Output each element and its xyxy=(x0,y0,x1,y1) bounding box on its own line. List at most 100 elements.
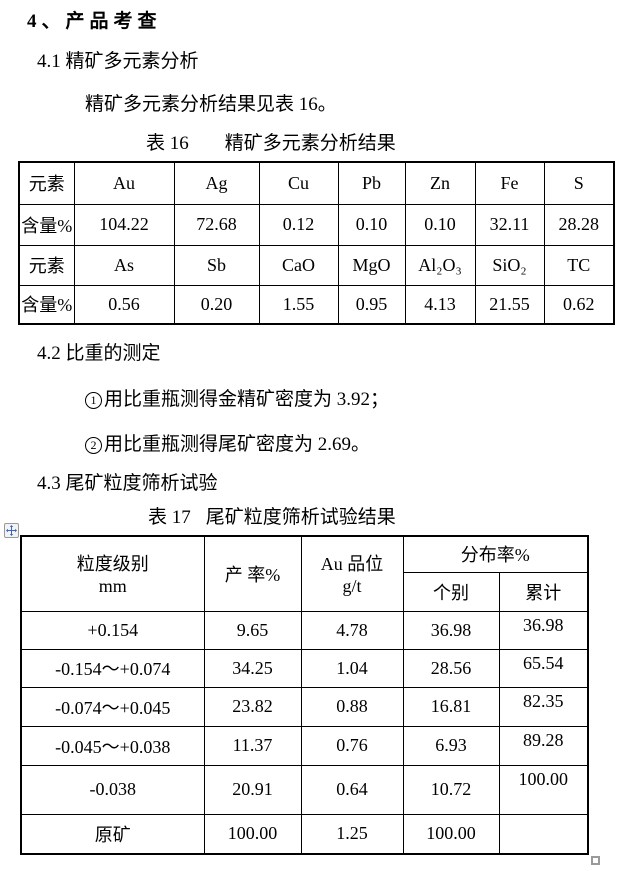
table-cell: MgO xyxy=(337,244,406,286)
table-row: +0.154 9.65 4.78 36.98 36.98 xyxy=(20,610,589,650)
table-cell: Pb xyxy=(337,161,406,205)
table-cell: 0.76 xyxy=(300,725,404,766)
table-cell: 1.55 xyxy=(258,284,339,325)
header-size-class: 粒度级别 mm xyxy=(20,535,205,612)
table-cell: 6.93 xyxy=(402,725,500,766)
table-cell: 36.98 xyxy=(402,610,500,650)
table-cell: -0.045～+0.038 xyxy=(20,725,205,766)
circled-number-2-icon: 2 xyxy=(85,437,102,454)
table-cell: 21.55 xyxy=(474,284,545,325)
table-cell: Ag xyxy=(173,161,260,205)
table-cell: 0.88 xyxy=(300,686,404,727)
table-cell: TC xyxy=(543,244,615,286)
table-cell: 16.81 xyxy=(402,686,500,727)
table-cell: 0.64 xyxy=(300,764,404,815)
move-cross-arrows-icon xyxy=(6,525,17,536)
table-cell: 36.98 xyxy=(498,610,589,650)
table-cell: 10.72 xyxy=(402,764,500,815)
table-row: -0.038 20.91 0.64 10.72 100.00 xyxy=(20,764,589,815)
table-cell: 28.56 xyxy=(402,648,500,688)
table-cell: 65.54 xyxy=(498,648,589,688)
table-cell: 0.10 xyxy=(404,203,476,246)
table-row: 元素 As Sb CaO MgO Al₂O₃ SiO₂ TC xyxy=(18,244,615,286)
table-cell: 0.12 xyxy=(258,203,339,246)
header-distribution: 分布率% xyxy=(402,535,589,573)
table-cell: Fe xyxy=(474,161,545,205)
header-au-grade-unit: g/t xyxy=(342,576,362,597)
table-move-handle[interactable] xyxy=(4,523,19,538)
table-cell: 0.95 xyxy=(337,284,406,325)
table-cell: 元素 xyxy=(18,244,75,286)
paragraph-density-tailings: 2 用比重瓶测得尾矿密度为 2.69。 xyxy=(85,429,370,456)
table-cell: Cu xyxy=(258,161,339,205)
header-yield: 产 率% xyxy=(203,535,302,612)
table-cell: Al₂O₃ xyxy=(404,244,476,286)
table-cell: 82.35 xyxy=(498,686,589,727)
table-cell: 4.78 xyxy=(300,610,404,650)
table-cell xyxy=(498,813,589,855)
table-cell: 元素 xyxy=(18,161,75,205)
table-cell: 0.56 xyxy=(73,284,175,325)
section-heading-4-3: 4.3 尾矿粒度筛析试验 xyxy=(37,473,218,494)
density-tailings-text: 用比重瓶测得尾矿密度为 2.69。 xyxy=(104,434,371,455)
section-heading-4: 4、产品考查 xyxy=(27,11,162,32)
table-row: -0.154～+0.074 34.25 1.04 28.56 65.54 xyxy=(20,648,589,688)
table17-caption-label: 表 17 xyxy=(148,507,191,528)
table-cell: 100.00 xyxy=(402,813,500,855)
table-cell: 11.37 xyxy=(203,725,302,766)
table-cell: 20.91 xyxy=(203,764,302,815)
tailings-sieve-analysis-table: 粒度级别 mm 产 率% Au 品位 g/t 分布率% 个别 累计 +0.154… xyxy=(20,535,589,855)
header-size-class-label: 粒度级别 xyxy=(76,554,149,575)
table-row: 元素 Au Ag Cu Pb Zn Fe S xyxy=(18,161,615,205)
table-cell: 0.20 xyxy=(173,284,260,325)
table-cell: 104.22 xyxy=(73,203,175,246)
density-concentrate-text: 用比重瓶测得金精矿密度为 3.92； xyxy=(104,389,390,410)
table-cell: S xyxy=(543,161,615,205)
table-cell: 原矿 xyxy=(20,813,205,855)
table17-caption: 表 17 尾矿粒度筛析试验结果 xyxy=(148,502,396,529)
table-cell: 34.25 xyxy=(203,648,302,688)
table-cell: 含量% xyxy=(18,284,75,325)
table-cell: 28.28 xyxy=(543,203,615,246)
section-heading-4-2: 4.2 比重的测定 xyxy=(37,343,161,364)
table-row: -0.045～+0.038 11.37 0.76 6.93 89.28 xyxy=(20,725,589,766)
paragraph-s41-body: 精矿多元素分析结果见表 16。 xyxy=(85,94,337,115)
header-au-grade-label: Au 品位 xyxy=(320,554,384,575)
table17-caption-title: 尾矿粒度筛析试验结果 xyxy=(205,507,396,528)
table-cell: 89.28 xyxy=(498,725,589,766)
table-row: -0.074～+0.045 23.82 0.88 16.81 82.35 xyxy=(20,686,589,727)
table-cell: 0.10 xyxy=(337,203,406,246)
table-cell: 4.13 xyxy=(404,284,476,325)
table-cell: -0.038 xyxy=(20,764,205,815)
header-cumulative: 累计 xyxy=(498,571,589,612)
header-individual: 个别 xyxy=(402,571,500,612)
table-cell: 1.04 xyxy=(300,648,404,688)
table-cell: Sb xyxy=(173,244,260,286)
table-row: 含量% 104.22 72.68 0.12 0.10 0.10 32.11 28.28 xyxy=(18,203,615,246)
table-cell: Zn xyxy=(404,161,476,205)
table-cell: 100.00 xyxy=(203,813,302,855)
table-cell: 100.00 xyxy=(498,764,589,815)
table-cell: 23.82 xyxy=(203,686,302,727)
table-cell: 72.68 xyxy=(173,203,260,246)
table-cell: 32.11 xyxy=(474,203,545,246)
table-cell: +0.154 xyxy=(20,610,205,650)
table-cell: 0.62 xyxy=(543,284,615,325)
table-cell: SiO₂ xyxy=(474,244,545,286)
table-row: 含量% 0.56 0.20 1.55 0.95 4.13 21.55 0.62 xyxy=(18,284,615,325)
table16-caption-label: 表 16 xyxy=(146,133,189,154)
table-cell: Au xyxy=(73,161,175,205)
table16-caption-title: 精矿多元素分析结果 xyxy=(224,133,396,154)
table-cell: -0.154～+0.074 xyxy=(20,648,205,688)
circled-number-1-icon: 1 xyxy=(85,392,102,409)
table-cell: -0.074～+0.045 xyxy=(20,686,205,727)
table-cell: 9.65 xyxy=(203,610,302,650)
header-au-grade: Au 品位 g/t xyxy=(300,535,404,612)
paragraph-density-concentrate: 1 用比重瓶测得金精矿密度为 3.92； xyxy=(85,384,389,411)
table-cell: CaO xyxy=(258,244,339,286)
table-resize-handle[interactable] xyxy=(591,856,600,865)
table17-header: 粒度级别 mm 产 率% Au 品位 g/t 分布率% 个别 累计 xyxy=(20,535,589,612)
multi-element-analysis-table: 元素 Au Ag Cu Pb Zn Fe S 含量% 104.22 72.68 0.12 0.10 0.1… xyxy=(18,161,615,325)
table-row: 原矿 100.00 1.25 100.00 xyxy=(20,813,589,855)
